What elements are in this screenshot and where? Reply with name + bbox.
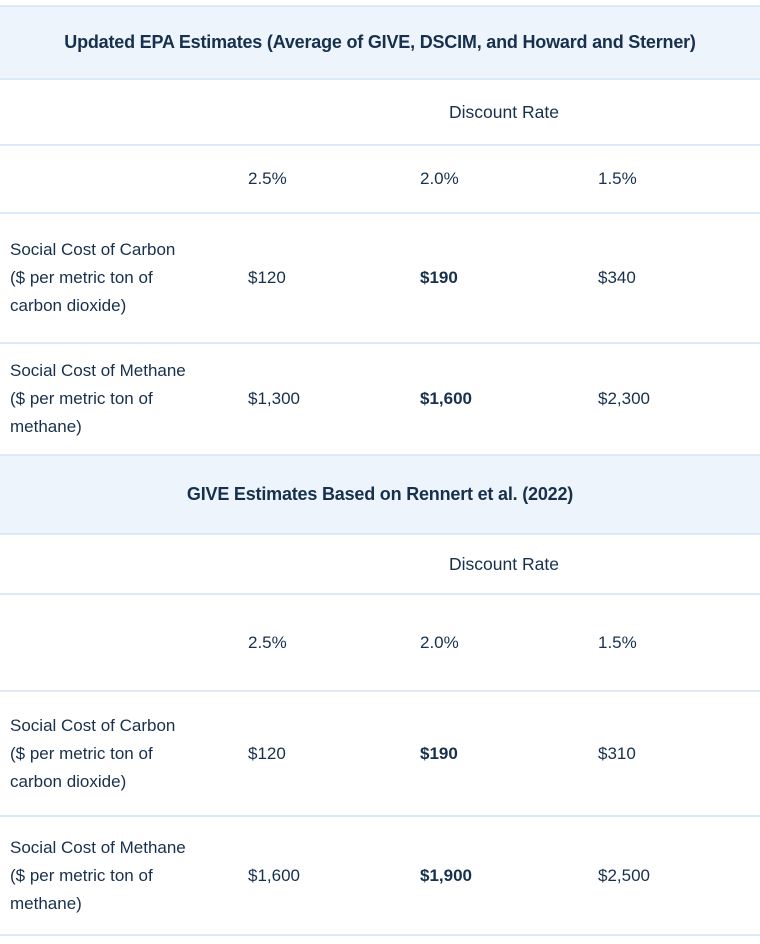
row-label-line: Social Cost of Carbon [10, 715, 176, 735]
rate-columns-row: 2.5% 2.0% 1.5% [0, 593, 760, 690]
table-row-social-cost-carbon: Social Cost of Carbon ($ per metric ton … [0, 690, 760, 815]
discount-rate-label: Discount Rate [449, 554, 559, 574]
row-label-line: ($ per metric ton of [10, 743, 153, 763]
row-label-line: ($ per metric ton of [10, 268, 153, 287]
row-label-line: Social Cost of Carbon [10, 240, 176, 259]
row-label-line: carbon dioxide) [10, 296, 127, 315]
row-label: Social Cost of Carbon ($ per metric ton … [0, 712, 238, 796]
section-title: GIVE Estimates Based on Rennert et al. (… [186, 484, 574, 504]
value-cell: $1,300 [248, 389, 300, 408]
row-label: Social Cost of Methane ($ per metric ton… [0, 357, 238, 441]
value-cell: $2,500 [598, 865, 650, 885]
rate-header-2-5: 2.5% [248, 169, 287, 188]
section-header-updated-epa: Updated EPA Estimates (Average of GIVE, … [0, 5, 760, 78]
value-cell: $120 [248, 743, 286, 763]
value-cell: $2,300 [598, 389, 650, 408]
row-label-line: Social Cost of Methane [10, 837, 186, 857]
value-cell-central-estimate: $1,600 [420, 389, 472, 408]
table-row-social-cost-methane: Social Cost of Methane ($ per metric ton… [0, 815, 760, 936]
rate-header-1-5: 1.5% [598, 632, 637, 652]
value-cell: $310 [598, 743, 636, 763]
row-label-line: carbon dioxide) [10, 771, 127, 791]
value-cell-central-estimate: $190 [420, 743, 458, 763]
row-label-line: Social Cost of Methane [10, 361, 186, 380]
rate-header-2-0: 2.0% [420, 169, 459, 188]
rate-header-2-0: 2.0% [420, 632, 459, 652]
value-cell: $340 [598, 268, 636, 287]
value-cell: $120 [248, 268, 286, 287]
section-header-give-estimates: GIVE Estimates Based on Rennert et al. (… [0, 454, 760, 533]
row-label: Social Cost of Carbon ($ per metric ton … [0, 236, 238, 320]
section-title: Updated EPA Estimates (Average of GIVE, … [64, 32, 696, 52]
row-label-line: ($ per metric ton of [10, 865, 153, 885]
rate-header-2-5: 2.5% [248, 632, 287, 652]
discount-rate-header-row: Discount Rate [0, 533, 760, 593]
table-row-social-cost-methane: Social Cost of Methane ($ per metric ton… [0, 342, 760, 454]
rate-header-1-5: 1.5% [598, 169, 637, 188]
discount-rate-label: Discount Rate [449, 102, 559, 122]
row-label-line: methane) [10, 893, 82, 913]
discount-rate-header-row: Discount Rate [0, 78, 760, 144]
row-label: Social Cost of Methane ($ per metric ton… [0, 834, 238, 918]
table-row-social-cost-carbon: Social Cost of Carbon ($ per metric ton … [0, 212, 760, 342]
value-cell-central-estimate: $1,900 [420, 865, 472, 885]
row-label-line: ($ per metric ton of [10, 389, 153, 408]
value-cell-central-estimate: $190 [420, 268, 458, 287]
value-cell: $1,600 [248, 865, 300, 885]
row-label-line: methane) [10, 417, 82, 436]
rate-columns-row: 2.5% 2.0% 1.5% [0, 144, 760, 212]
